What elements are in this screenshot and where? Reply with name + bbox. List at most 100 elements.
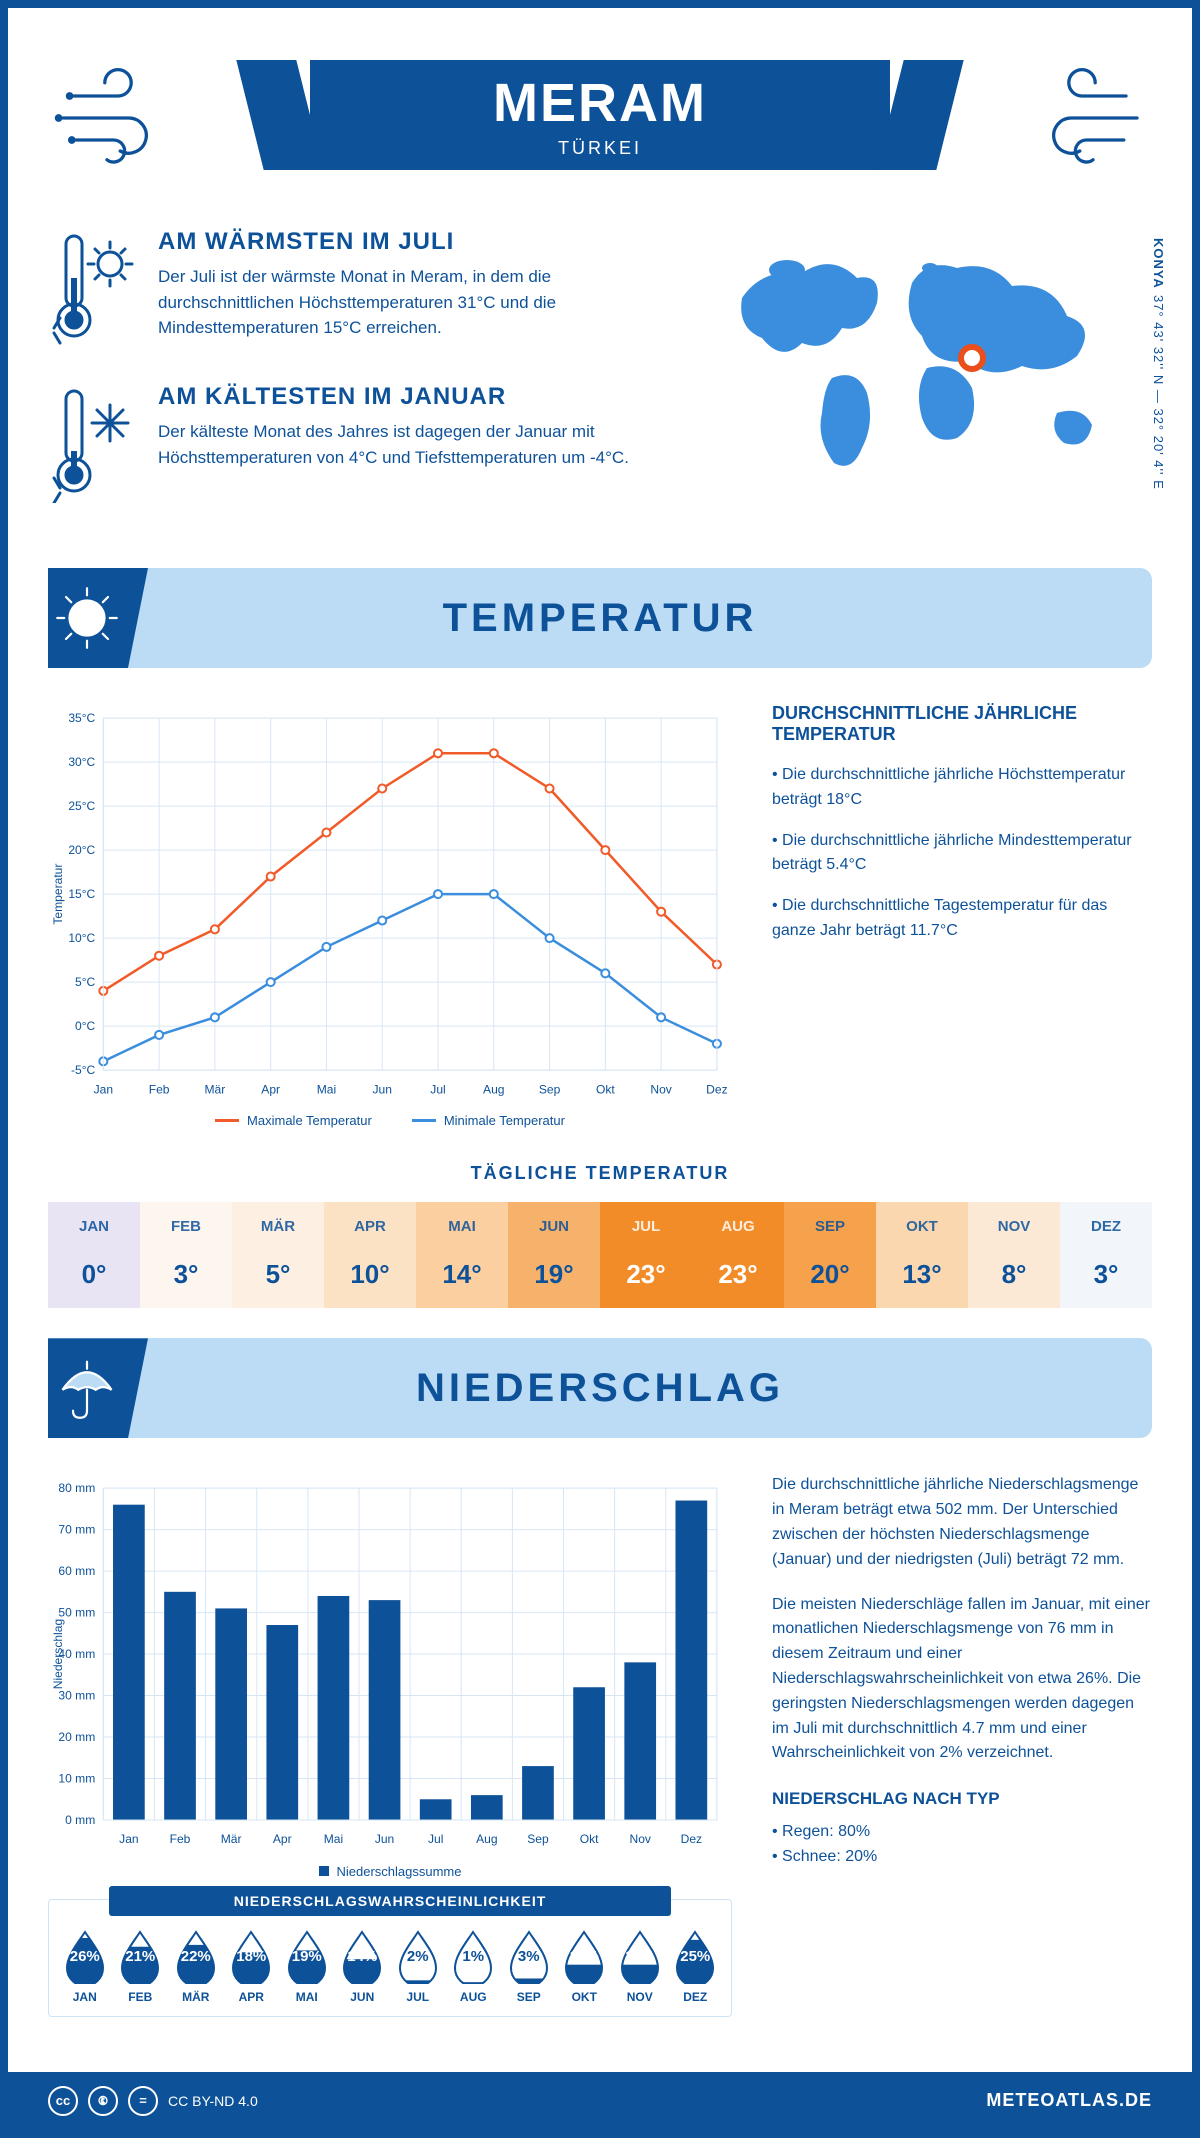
svg-text:Mär: Mär [204, 1082, 225, 1096]
svg-text:0°C: 0°C [75, 1019, 96, 1033]
svg-text:Okt: Okt [580, 1833, 599, 1847]
precip-para-1: Die durchschnittliche jährliche Niedersc… [772, 1473, 1152, 1572]
prob-title: NIEDERSCHLAGSWAHRSCHEINLICHKEIT [109, 1886, 672, 1916]
svg-text:Nov: Nov [629, 1833, 650, 1847]
thermometer-snow-icon [48, 383, 138, 508]
svg-text:60 mm: 60 mm [58, 1564, 95, 1578]
svg-text:Jul: Jul [430, 1082, 445, 1096]
precip-type-2: • Schnee: 20% [772, 1845, 1152, 1870]
daily-cell: MÄR5° [232, 1202, 324, 1308]
country-subtitle: TÜRKEI [558, 138, 642, 159]
svg-text:Mai: Mai [324, 1833, 343, 1847]
svg-text:Aug: Aug [483, 1082, 504, 1096]
svg-text:Temperatur: Temperatur [51, 864, 65, 925]
warmest-fact: AM WÄRMSTEN IM JULI Der Juli ist der wär… [48, 228, 672, 353]
svg-text:Feb: Feb [149, 1082, 170, 1096]
svg-text:80 mm: 80 mm [58, 1481, 95, 1495]
svg-text:50 mm: 50 mm [58, 1606, 95, 1620]
svg-text:Dez: Dez [681, 1833, 702, 1847]
prob-drop: 21% FEB [115, 1930, 167, 2004]
svg-text:Jul: Jul [428, 1833, 443, 1847]
coldest-body: Der kälteste Monat des Jahres ist dagege… [158, 419, 672, 470]
svg-text:15°C: 15°C [68, 887, 95, 901]
daily-cell: OKT13° [876, 1202, 968, 1308]
prob-drop: 14% JUN [337, 1930, 389, 2004]
prob-drop: 1% AUG [448, 1930, 500, 2004]
svg-text:Niederschlag: Niederschlag [51, 1619, 65, 1689]
header-banner: MERAM TÜRKEI [48, 38, 1152, 198]
svg-text:70 mm: 70 mm [58, 1523, 95, 1537]
svg-text:Mär: Mär [221, 1833, 242, 1847]
temperature-section-header: TEMPERATUR [48, 568, 1152, 668]
daily-cell: AUG23° [692, 1202, 784, 1308]
precip-section-header: NIEDERSCHLAG [48, 1338, 1152, 1438]
svg-text:Feb: Feb [170, 1833, 191, 1847]
legend-precip: Niederschlagssumme [337, 1864, 462, 1879]
svg-text:-5°C: -5°C [71, 1063, 96, 1077]
svg-text:Mai: Mai [317, 1082, 336, 1096]
umbrella-icon [48, 1338, 148, 1438]
svg-text:Jun: Jun [375, 1833, 394, 1847]
svg-text:0 mm: 0 mm [65, 1813, 95, 1827]
warmest-body: Der Juli ist der wärmste Monat in Meram,… [158, 264, 672, 341]
prob-drop: 11% NOV [614, 1930, 666, 2004]
svg-text:30 mm: 30 mm [58, 1689, 95, 1703]
svg-text:Jun: Jun [373, 1082, 392, 1096]
daily-cell: SEP20° [784, 1202, 876, 1308]
temperature-line-chart: -5°C0°C5°C10°C15°C20°C25°C30°C35°CJanFeb… [48, 703, 732, 1128]
daily-cell: DEZ3° [1060, 1202, 1152, 1308]
daily-cell: MAI14° [416, 1202, 508, 1308]
svg-text:Jan: Jan [94, 1082, 113, 1096]
svg-text:Nov: Nov [650, 1082, 671, 1096]
avg-temp-b3: • Die durchschnittliche Tagestemperatur … [772, 894, 1152, 944]
prob-drop: 26% JAN [59, 1930, 111, 2004]
coldest-title: AM KÄLTESTEN IM JANUAR [158, 383, 672, 411]
svg-text:Sep: Sep [539, 1082, 561, 1096]
daily-cell: JUN19° [508, 1202, 600, 1308]
daily-cell: JUL23° [600, 1202, 692, 1308]
svg-text:Sep: Sep [527, 1833, 549, 1847]
avg-temp-b1: • Die durchschnittliche jährliche Höchst… [772, 763, 1152, 813]
warmest-title: AM WÄRMSTEN IM JULI [158, 228, 672, 256]
svg-text:35°C: 35°C [68, 711, 95, 725]
location-pin-icon [958, 344, 986, 372]
svg-text:Aug: Aug [476, 1833, 497, 1847]
legend-min: Minimale Temperatur [444, 1113, 565, 1128]
daily-temp-strip: JAN0°FEB3°MÄR5°APR10°MAI14°JUN19°JUL23°A… [48, 1202, 1152, 1308]
city-title: MERAM [493, 72, 707, 134]
svg-text:5°C: 5°C [75, 975, 96, 989]
svg-text:Dez: Dez [706, 1082, 727, 1096]
by-icon: 🅮 [88, 2086, 118, 2116]
thermometer-sun-icon [48, 228, 138, 353]
svg-text:Jan: Jan [119, 1833, 138, 1847]
cc-icon: cc [48, 2086, 78, 2116]
precip-probability-box: NIEDERSCHLAGSWAHRSCHEINLICHKEIT 26% JAN … [48, 1899, 732, 2017]
precip-title: NIEDERSCHLAG [48, 1366, 1152, 1411]
avg-temp-b2: • Die durchschnittliche jährliche Mindes… [772, 829, 1152, 879]
license-label: CC BY-ND 4.0 [168, 2093, 258, 2109]
svg-text:25°C: 25°C [68, 799, 95, 813]
world-map: KONYA 37° 43' 32'' N — 32° 20' 4'' E [712, 228, 1152, 538]
daily-cell: FEB3° [140, 1202, 232, 1308]
prob-drop: 18% APR [226, 1930, 278, 2004]
precip-type-title: NIEDERSCHLAG NACH TYP [772, 1786, 1152, 1812]
svg-text:Okt: Okt [596, 1082, 615, 1096]
daily-cell: NOV8° [968, 1202, 1060, 1308]
svg-text:Apr: Apr [273, 1833, 292, 1847]
prob-drop: 3% SEP [503, 1930, 555, 2004]
wind-icon [1012, 63, 1152, 173]
precip-bar-chart: 0 mm10 mm20 mm30 mm40 mm50 mm60 mm70 mm8… [48, 1473, 732, 1878]
footer: cc 🅮 = CC BY-ND 4.0 METEOATLAS.DE [8, 2072, 1192, 2130]
precip-type-1: • Regen: 80% [772, 1820, 1152, 1845]
sun-icon [48, 568, 148, 668]
daily-temp-title: TÄGLICHE TEMPERATUR [48, 1163, 1152, 1184]
svg-text:10 mm: 10 mm [58, 1772, 95, 1786]
svg-text:20 mm: 20 mm [58, 1730, 95, 1744]
prob-drop: 19% MAI [281, 1930, 333, 2004]
prob-drop: 2% JUL [392, 1930, 444, 2004]
prob-drop: 11% OKT [559, 1930, 611, 2004]
coordinates-label: KONYA 37° 43' 32'' N — 32° 20' 4'' E [1151, 238, 1166, 528]
svg-text:Apr: Apr [261, 1082, 280, 1096]
nd-icon: = [128, 2086, 158, 2116]
precip-para-2: Die meisten Niederschläge fallen im Janu… [772, 1593, 1152, 1767]
